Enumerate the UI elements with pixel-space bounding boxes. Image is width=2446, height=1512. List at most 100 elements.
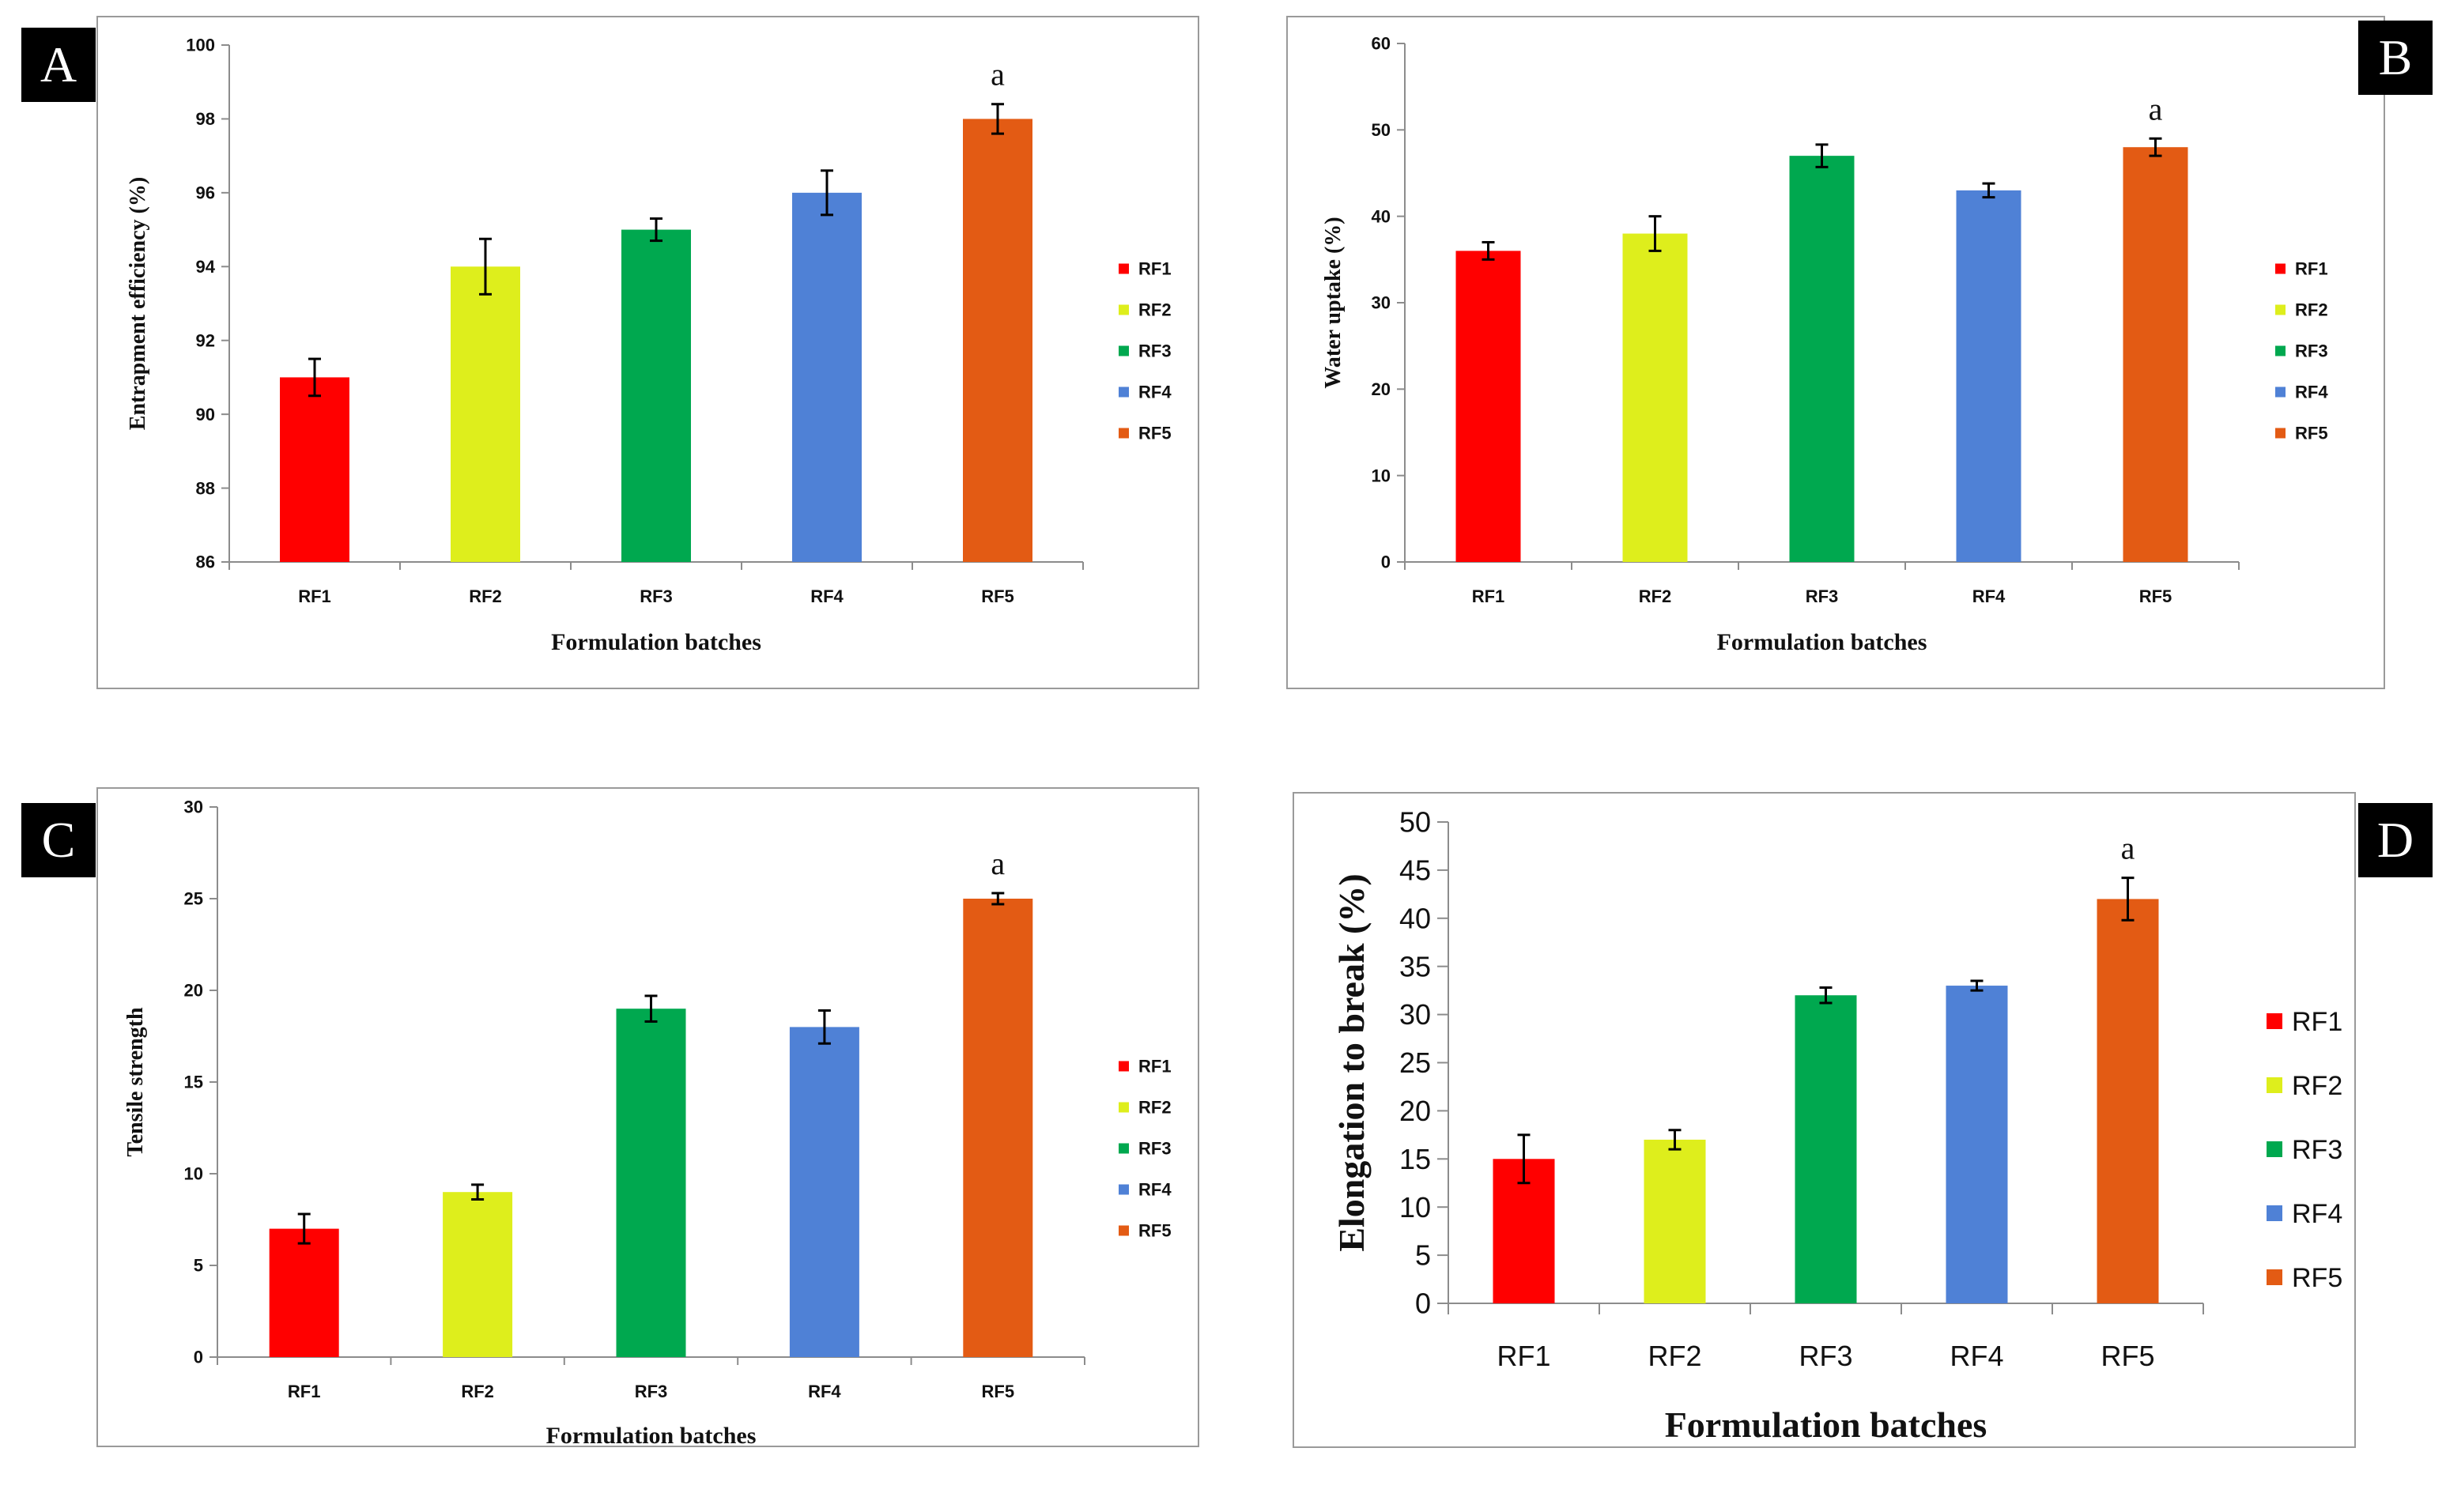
legend-swatch-rf5 (1119, 1225, 1129, 1236)
chart-a-svg: 86 88 90 92 94 96 98 100 RF1 RF2 RF3 RF4 RF5 a Formula… (126, 36, 1172, 655)
bar-rf2 (1622, 233, 1688, 562)
y-tick-label: 60 (1372, 34, 1391, 54)
legend-label: RF5 (1138, 424, 1172, 443)
bar-rf3 (616, 1009, 686, 1357)
chart-d: 0 5 10 15 20 25 30 35 40 45 50 RF1 RF2 RF3 RF4 RF5 a Form… (1331, 806, 2342, 1445)
legend: RF1 RF2 RF3 RF4 RF5 (2275, 259, 2328, 443)
legend-swatch-rf4 (1119, 386, 1129, 398)
chart-b-svg: 0 10 20 30 40 50 60 RF1 RF2 RF3 RF4 RF5 a Formulation… (1321, 34, 2328, 655)
x-tick-label: RF1 (298, 586, 331, 606)
y-tick-label: 30 (1372, 293, 1391, 313)
x-tick-label: RF3 (1806, 586, 1839, 606)
y-tick-label: 0 (1415, 1288, 1431, 1320)
significance-annotation: a (2121, 831, 2135, 866)
legend: RF1 RF2 RF3 RF4 RF5 (1119, 1057, 1172, 1241)
bar-rf4 (792, 192, 862, 562)
y-tick-label: 20 (1372, 379, 1391, 399)
x-tick-label: RF4 (810, 586, 844, 606)
legend-swatch-rf3 (1119, 1143, 1129, 1154)
y-tick-label: 45 (1399, 854, 1431, 887)
x-tick-label: RF3 (635, 1382, 668, 1401)
legend-label: RF2 (1138, 1098, 1172, 1118)
x-tick-label: RF5 (982, 1382, 1015, 1401)
bar-rf4 (1956, 190, 2021, 562)
legend-label: RF5 (2292, 1263, 2342, 1293)
legend-label: RF4 (2295, 383, 2328, 402)
y-tick-label: 5 (1415, 1239, 1431, 1272)
chart-d-svg: 0 5 10 15 20 25 30 35 40 45 50 RF1 RF2 RF3 RF4 RF5 a Form… (1331, 806, 2342, 1445)
panel-d: D 0 5 10 15 20 25 30 35 40 45 50 RF1 RF2 RF3 RF4 RF5 a Fo… (1223, 756, 2446, 1512)
chart-c-svg: 0 5 10 15 20 25 30 RF1 RF2 RF3 RF4 RF5 a Formulation … (123, 797, 1172, 1449)
legend-swatch-rf2 (1119, 304, 1129, 315)
significance-annotation: a (2149, 91, 2163, 126)
bar-rf2 (1644, 1139, 1706, 1303)
y-tick-label: 100 (186, 36, 215, 55)
legend-label: RF2 (2295, 300, 2328, 320)
panel-c-badge: C (21, 803, 96, 877)
y-tick-label: 50 (1399, 806, 1431, 839)
legend-swatch-rf2 (2275, 304, 2286, 315)
legend-swatch-rf1 (1119, 1061, 1129, 1072)
legend-label: RF3 (2295, 341, 2328, 361)
legend: RF1 RF2 RF3 RF4 RF5 (2267, 1007, 2342, 1293)
chart-a: 86 88 90 92 94 96 98 100 RF1 RF2 RF3 RF4 RF5 a Formula… (126, 36, 1172, 655)
panel-a-badge: A (21, 28, 96, 102)
x-tick-label: RF3 (1799, 1340, 1852, 1372)
legend-label: RF3 (1138, 1139, 1172, 1159)
legend-swatch-rf3 (2267, 1141, 2282, 1157)
x-tick-label: RF2 (1648, 1340, 1701, 1372)
x-tick-label: RF5 (2139, 586, 2172, 606)
legend-label: RF1 (1138, 1057, 1172, 1076)
significance-annotation: a (991, 846, 1005, 881)
legend-swatch-rf2 (2267, 1077, 2282, 1093)
legend-label: RF2 (2292, 1071, 2342, 1101)
legend-label: RF3 (2292, 1135, 2342, 1165)
bar-rf2 (451, 266, 520, 562)
bar-rf5 (963, 899, 1033, 1357)
bar-rf2 (443, 1192, 513, 1357)
x-tick-label: RF5 (2101, 1340, 2154, 1372)
y-tick-label: 35 (1399, 950, 1431, 982)
y-tick-label: 50 (1372, 120, 1391, 140)
bar-rf3 (1789, 156, 1855, 563)
y-tick-label: 10 (1399, 1191, 1431, 1224)
y-tick-label: 96 (196, 183, 215, 203)
y-tick-label: 15 (1399, 1143, 1431, 1175)
panel-b: B 0 10 20 30 40 50 60 RF1 RF2 RF3 RF4 RF5 a Formulati… (1223, 0, 2446, 756)
legend-swatch-rf2 (1119, 1102, 1129, 1113)
x-tick-label: RF4 (1950, 1340, 2003, 1372)
legend-swatch-rf4 (2267, 1205, 2282, 1221)
y-tick-label: 30 (1399, 998, 1431, 1031)
x-axis-title: Formulation batches (551, 629, 761, 655)
legend-swatch-rf5 (2267, 1269, 2282, 1285)
y-tick-label: 88 (196, 478, 215, 498)
bar-rf3 (1795, 995, 1857, 1303)
bar-rf5 (963, 119, 1032, 562)
legend-label: RF5 (2295, 424, 2328, 443)
y-tick-label: 5 (194, 1256, 203, 1276)
y-axis-title: Tensile strength (123, 1007, 148, 1156)
chart-b: 0 10 20 30 40 50 60 RF1 RF2 RF3 RF4 RF5 a Formulation… (1321, 34, 2328, 655)
legend: RF1 RF2 RF3 RF4 RF5 (1119, 259, 1172, 443)
y-tick-label: 0 (194, 1348, 203, 1367)
y-tick-label: 10 (184, 1164, 203, 1184)
x-tick-label: RF2 (1639, 586, 1672, 606)
x-tick-label: RF1 (1497, 1340, 1550, 1372)
panel-c: C 0 5 10 15 20 25 30 RF1 RF2 RF3 RF4 RF5 a Formulatio… (0, 756, 1223, 1512)
bar-rf5 (2123, 147, 2188, 562)
panel-a: A 86 88 90 92 94 96 98 100 RF1 RF2 RF3 RF4 RF5 a Formu… (0, 0, 1223, 756)
legend-label: RF1 (2295, 259, 2328, 279)
legend-swatch-rf5 (2275, 428, 2286, 439)
legend-label: RF2 (1138, 300, 1172, 320)
bar-rf1 (269, 1228, 339, 1357)
bar-rf4 (1946, 986, 2008, 1303)
y-tick-label: 25 (1399, 1046, 1431, 1079)
panel-d-badge: D (2358, 803, 2433, 877)
x-tick-label: RF5 (981, 586, 1014, 606)
y-tick-label: 20 (184, 981, 203, 1001)
legend-label: RF1 (2292, 1007, 2342, 1037)
legend-swatch-rf4 (1119, 1184, 1129, 1195)
y-tick-label: 94 (196, 257, 216, 277)
y-tick-label: 40 (1399, 902, 1431, 934)
x-axis-title: Formulation batches (1717, 629, 1927, 655)
